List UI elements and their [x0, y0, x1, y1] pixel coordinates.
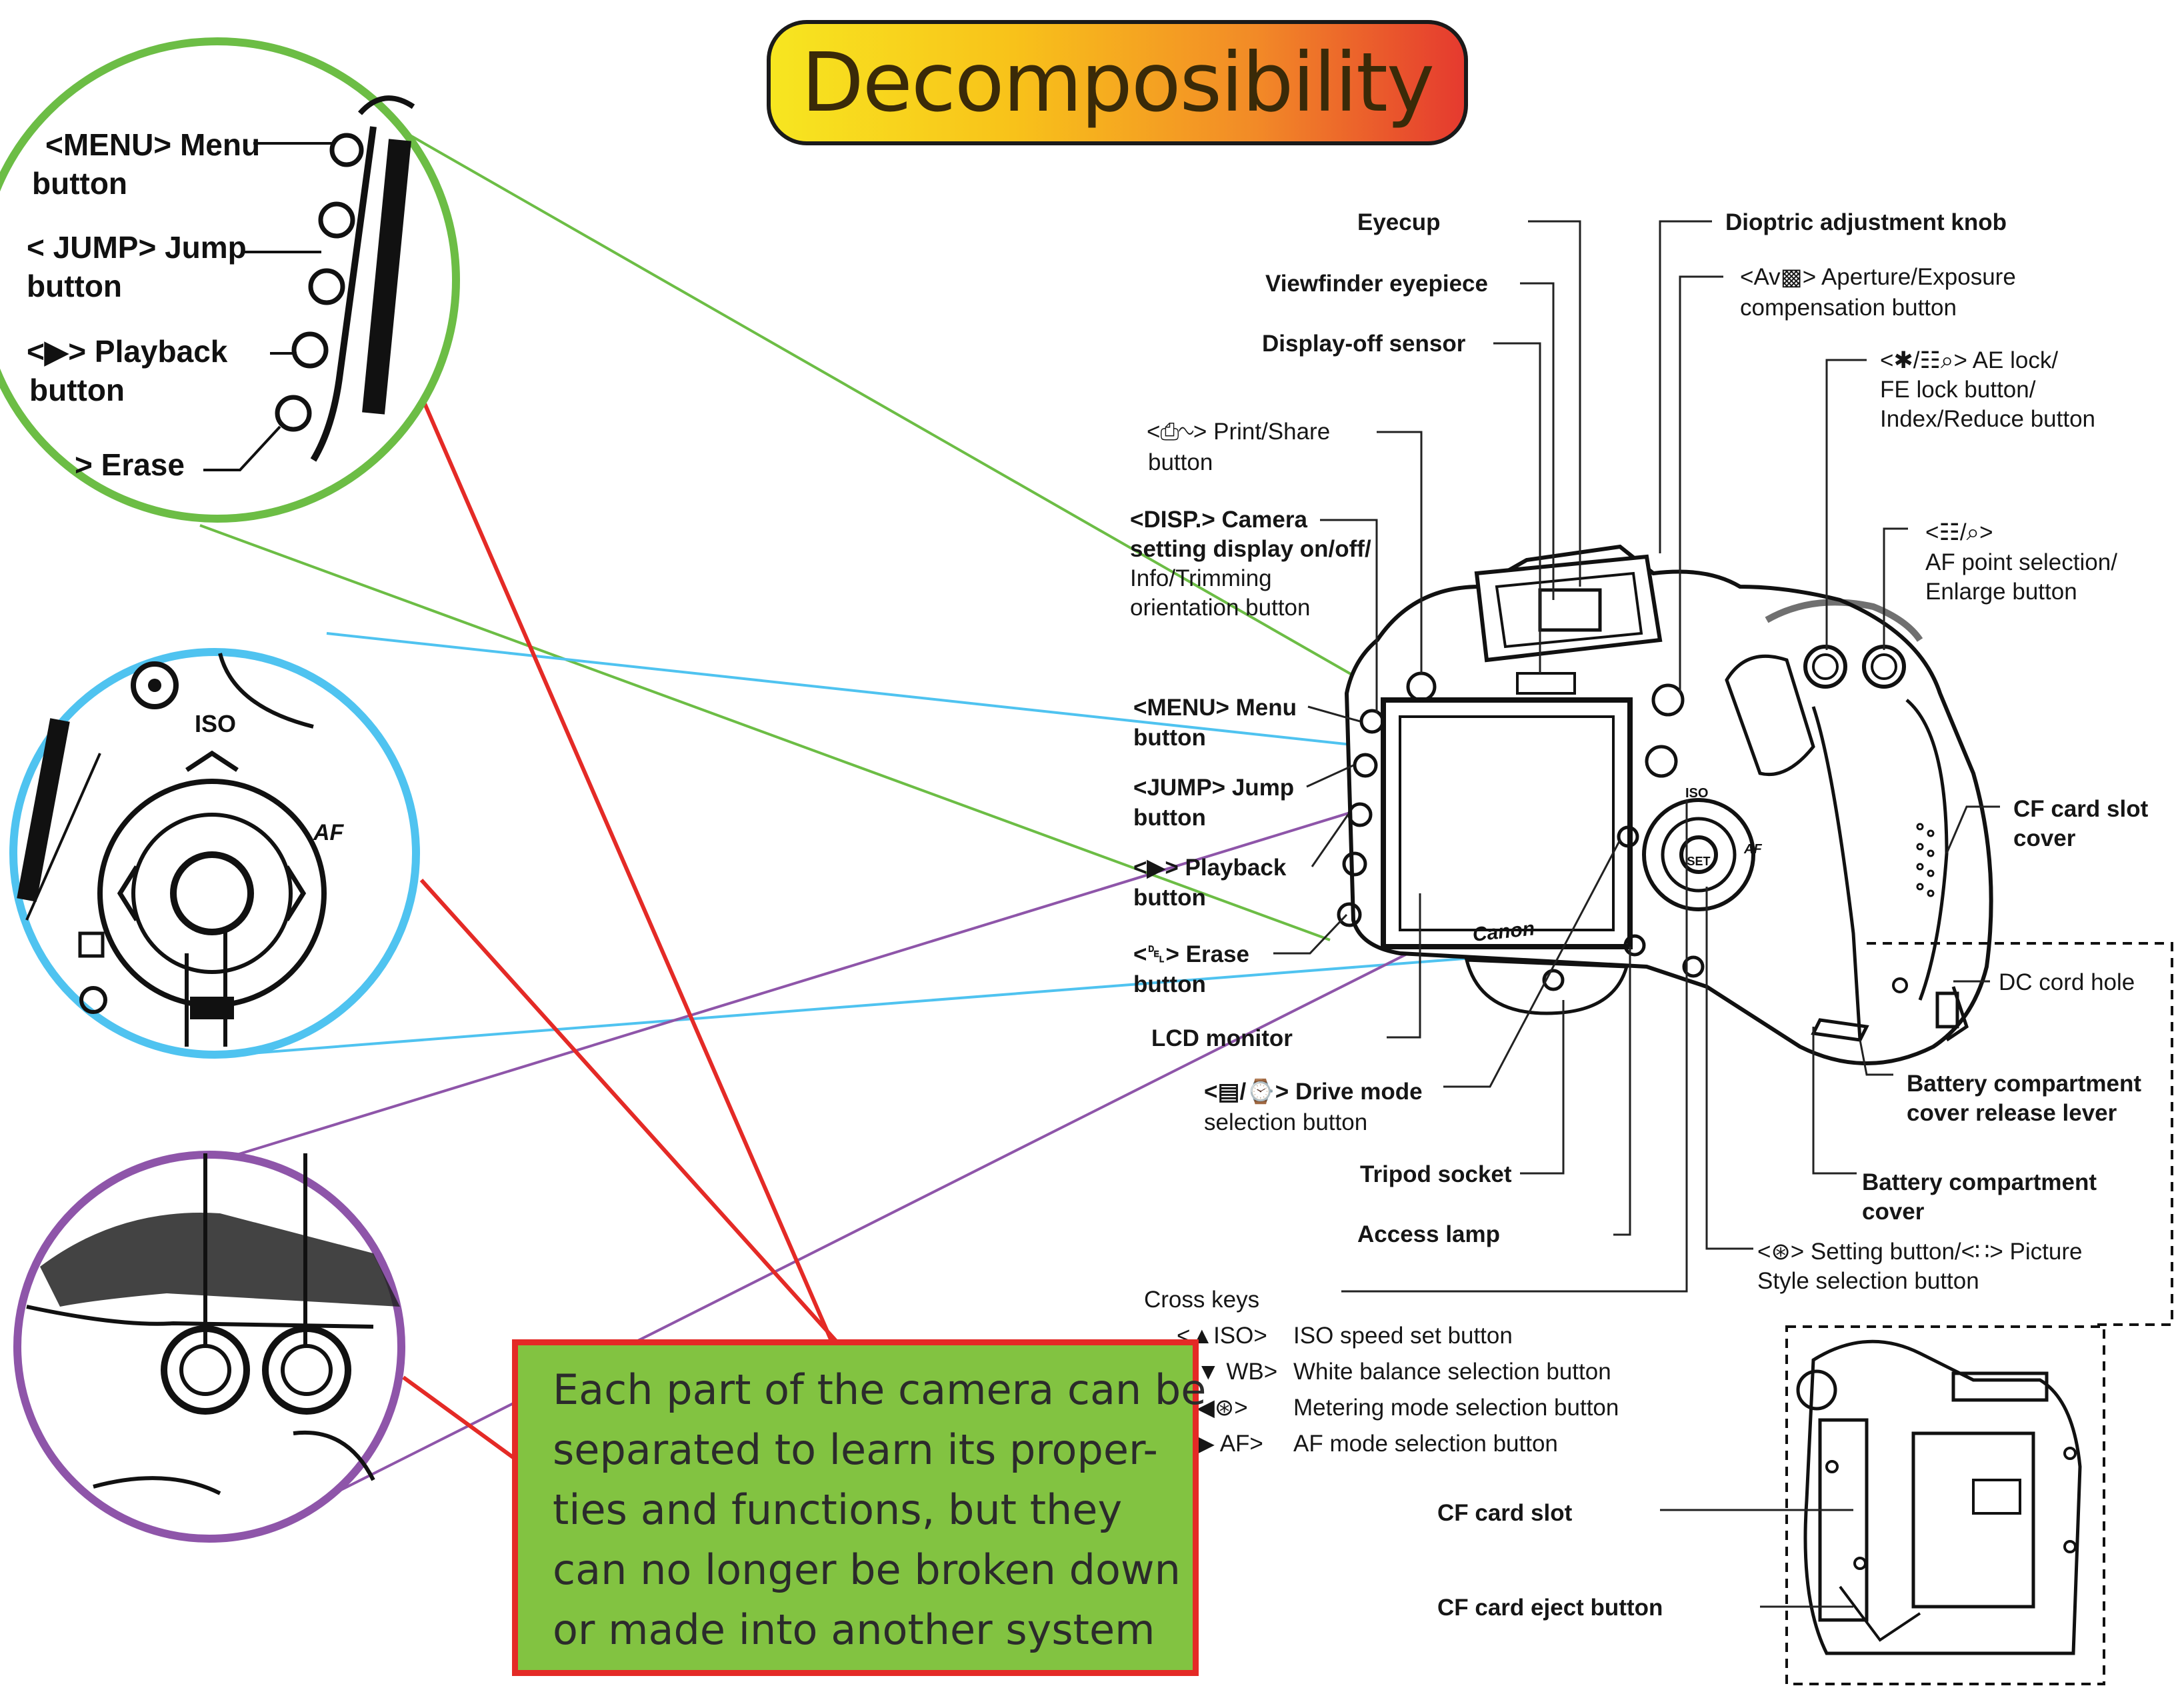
- zoom-jump-label-2: button: [27, 269, 123, 303]
- cross-key-row: ▶ AF> AF mode selection button: [1197, 1429, 1558, 1459]
- label-drive-2: selection button: [1204, 1109, 1368, 1135]
- zoom-circle-menu: [0, 37, 460, 523]
- label-dioptric: Dioptric adjustment knob: [1725, 209, 2007, 235]
- label-access-lamp: Access lamp: [1357, 1221, 1501, 1247]
- label-display-off: Display-off sensor: [1262, 331, 1466, 357]
- label-menu-1: <MENU> Menu: [1133, 695, 1297, 721]
- zoom-menu-label-2: button: [32, 166, 128, 201]
- label-tripod: Tripod socket: [1360, 1161, 1512, 1187]
- cross-key-symbol: ▶ AF>: [1197, 1431, 1263, 1457]
- zoom-menu-label: <MENU> Menu: [45, 127, 261, 162]
- label-cf-slot: CF card slot: [1437, 1500, 1573, 1526]
- blue-connector-bottom: [233, 944, 1635, 1056]
- label-eyecup: Eyecup: [1357, 209, 1441, 235]
- cross-key-symbol: ◀⊛>: [1197, 1395, 1248, 1421]
- label-cf-eject: CF card eject button: [1437, 1595, 1663, 1621]
- callout-box: Each part of the camera can be separated…: [512, 1339, 1207, 1676]
- leader-lines: [1273, 220, 2000, 1608]
- label-ae-lock-2: FE lock button/: [1880, 377, 2036, 403]
- zoom-erase-label: > Erase: [75, 447, 185, 482]
- label-lcd: LCD monitor: [1151, 1025, 1293, 1051]
- label-af-point-3: Enlarge button: [1925, 579, 2077, 605]
- zoom-playback-label: <▶> Playback: [27, 334, 228, 369]
- label-setting-1: <⊛> Setting button/<∷> Picture: [1757, 1239, 2083, 1265]
- zoom-playback-label-2: button: [29, 373, 125, 407]
- label-disp-3: Info/Trimming: [1130, 565, 1272, 591]
- title-banner: Decomposibility: [767, 20, 1468, 145]
- label-print-2: button: [1148, 449, 1213, 475]
- zoom-iso-label: ISO: [195, 710, 236, 737]
- label-cf-cover-1: CF card slot: [2013, 796, 2149, 822]
- cross-key-row: ▼ WB> White balance selection button: [1197, 1357, 1611, 1387]
- label-cross-keys: Cross keys: [1144, 1287, 1260, 1313]
- zoom-circle-crosskeys: ISO AF: [9, 648, 420, 1059]
- green-connector-top: [359, 105, 1379, 691]
- label-dc-cord: DC cord hole: [1999, 969, 2135, 995]
- label-batt-cover-1: Battery compartment: [1862, 1169, 2097, 1195]
- label-ae-lock-1: <✱/☷⌕> AE lock/: [1880, 347, 2059, 373]
- callout-line: or made into another system: [553, 1605, 1155, 1654]
- red-connector-2: [419, 878, 842, 1347]
- label-erase-1: <␡> Erase: [1133, 941, 1249, 967]
- label-batt-lever-2: cover release lever: [1907, 1100, 2117, 1126]
- label-aperture-1: <Av▩> Aperture/Exposure: [1740, 264, 2016, 290]
- cross-key-desc: White balance selection button: [1293, 1359, 1611, 1385]
- callout-line: can no longer be broken down: [553, 1545, 1181, 1594]
- cross-key-desc: AF mode selection button: [1293, 1431, 1558, 1457]
- label-print-1: <⎙∿> Print/Share: [1147, 419, 1331, 445]
- label-drive-1: <▤/⌚> Drive mode: [1204, 1079, 1423, 1105]
- camera-body: [1337, 544, 1993, 1065]
- callout-line: Each part of the camera can be: [553, 1365, 1207, 1414]
- callout-line: separated to learn its proper-: [553, 1425, 1158, 1474]
- cf-slot-inset: [1785, 942, 2173, 1685]
- zoom-jump-label: < JUMP> Jump: [27, 230, 247, 265]
- red-connector-1: [398, 345, 835, 1347]
- label-ae-lock-3: Index/Reduce button: [1880, 406, 2096, 432]
- label-af-point-2: AF point selection/: [1925, 549, 2117, 575]
- label-jump-1: <JUMP> Jump: [1133, 775, 1295, 801]
- label-disp-2: setting display on/off/: [1130, 536, 1371, 562]
- label-playback-2: button: [1133, 885, 1206, 911]
- label-batt-lever-1: Battery compartment: [1907, 1071, 2142, 1097]
- green-connector-bottom: [199, 524, 1331, 941]
- camera-iso-label: ISO: [1685, 786, 1708, 801]
- label-af-point-1: <☷/⌕>: [1925, 519, 1993, 545]
- cross-key-symbol: ▼ WB>: [1197, 1359, 1278, 1385]
- set-dial-label: SET: [1687, 855, 1710, 868]
- cross-key-desc: ISO speed set button: [1293, 1323, 1513, 1349]
- callout-line: ties and functions, but they: [553, 1485, 1123, 1534]
- label-aperture-2: compensation button: [1740, 295, 1957, 321]
- page-title: Decomposibility: [801, 35, 1435, 130]
- zoom-af-label: AF: [313, 820, 345, 845]
- cross-key-row: ◀⊛> Metering mode selection button: [1197, 1393, 1619, 1423]
- label-disp-4: orientation button: [1130, 595, 1311, 621]
- cross-key-row: <▲ISO> ISO speed set button: [1177, 1321, 1513, 1351]
- label-disp-1: <DISP.> Camera: [1130, 507, 1307, 533]
- label-batt-cover-2: cover: [1862, 1199, 1925, 1225]
- camera-af-label: AF: [1743, 842, 1762, 857]
- cross-key-desc: Metering mode selection button: [1293, 1395, 1619, 1421]
- label-erase-2: button: [1133, 971, 1206, 997]
- label-menu-2: button: [1133, 725, 1206, 751]
- label-viewfinder: Viewfinder eyepiece: [1265, 271, 1488, 297]
- label-playback-1: <▶> Playback: [1133, 855, 1287, 881]
- label-jump-2: button: [1133, 805, 1206, 831]
- label-cf-cover-2: cover: [2013, 825, 2076, 851]
- red-connector-3: [402, 1375, 518, 1462]
- zoom-circle-aelock: [13, 1151, 405, 1543]
- label-setting-2: Style selection button: [1757, 1268, 1979, 1294]
